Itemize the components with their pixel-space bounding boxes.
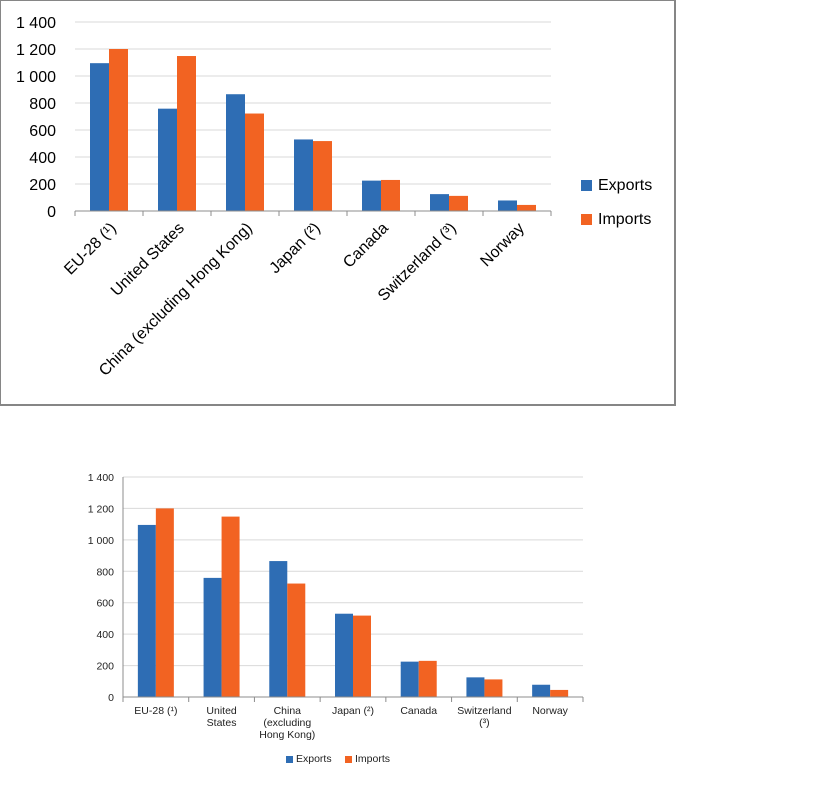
bar-imports xyxy=(517,204,536,211)
legend-swatch-imports xyxy=(581,214,592,225)
x-tick-label: EU-28 (¹) xyxy=(134,705,177,717)
y-tick-label: 800 xyxy=(29,96,56,113)
legend-label-imports: Imports xyxy=(355,753,390,765)
bar-imports xyxy=(484,679,503,697)
bar-imports xyxy=(550,689,569,697)
y-tick-label: 600 xyxy=(29,123,56,140)
bar-imports xyxy=(381,179,400,211)
bar-exports xyxy=(532,684,551,697)
bar-imports xyxy=(449,195,468,211)
y-tick-label: 1 200 xyxy=(88,503,114,515)
y-tick-label: 1 400 xyxy=(88,472,114,484)
y-tick-label: 800 xyxy=(96,566,114,578)
bar-exports xyxy=(362,180,381,211)
x-tick-label: Norway xyxy=(532,705,568,717)
bar-exports xyxy=(430,194,449,211)
x-tick-label: Japan (²) xyxy=(267,220,324,277)
y-tick-label: 1 400 xyxy=(16,15,56,32)
x-tick-label: States xyxy=(207,717,237,729)
y-tick-label: 1 200 xyxy=(16,42,56,59)
bar-exports xyxy=(137,524,156,697)
x-tick-label: EU-28 (¹) xyxy=(61,220,120,279)
x-tick-label: (excluding xyxy=(263,717,311,729)
x-tick-label: (³) xyxy=(479,717,490,729)
bar-imports xyxy=(353,615,371,697)
bar-imports xyxy=(313,141,332,211)
bar-imports xyxy=(155,508,174,697)
bar-exports xyxy=(226,94,245,211)
x-tick-label: Switzerland xyxy=(457,705,511,717)
bar-exports xyxy=(158,108,177,211)
y-tick-label: 200 xyxy=(29,177,56,194)
y-tick-label: 0 xyxy=(108,692,114,704)
bar-imports xyxy=(418,660,437,697)
y-tick-label: 1 000 xyxy=(88,535,114,547)
bar-exports xyxy=(269,561,288,697)
x-tick-label: Canada xyxy=(400,705,437,717)
chart-1-frame xyxy=(0,0,676,406)
y-tick-label: 0 xyxy=(47,204,56,221)
legend-label-exports: Exports xyxy=(598,177,652,194)
bar-exports xyxy=(203,577,222,697)
bar-exports xyxy=(466,677,485,697)
y-tick-label: 400 xyxy=(96,629,114,641)
bar-imports xyxy=(109,49,128,211)
legend-swatch-imports xyxy=(345,756,352,763)
x-tick-label: Hong Kong) xyxy=(259,729,315,741)
x-tick-label: Japan (²) xyxy=(332,705,374,717)
bar-exports xyxy=(294,139,313,211)
legend-label-imports: Imports xyxy=(598,211,651,228)
y-tick-label: 600 xyxy=(96,598,114,610)
y-tick-label: 200 xyxy=(96,661,114,673)
x-tick-label: Norway xyxy=(477,220,527,270)
bar-exports xyxy=(400,661,419,697)
bar-exports xyxy=(335,613,353,697)
bar-imports xyxy=(177,56,196,211)
legend-swatch-exports xyxy=(581,180,592,191)
legend-label-exports: Exports xyxy=(296,753,332,765)
bar-imports xyxy=(221,516,240,697)
x-tick-label: United xyxy=(206,705,237,717)
y-tick-label: 400 xyxy=(29,150,56,167)
x-tick-label: China (excluding Hong Kong) xyxy=(96,220,256,380)
bar-exports xyxy=(498,200,517,211)
x-tick-label: China xyxy=(274,705,302,717)
bar-exports xyxy=(90,63,109,211)
bar-imports xyxy=(287,583,306,697)
y-tick-label: 1 000 xyxy=(16,69,56,86)
x-tick-label: Canada xyxy=(340,220,392,272)
bar-imports xyxy=(245,113,264,211)
legend-swatch-exports xyxy=(286,756,293,763)
